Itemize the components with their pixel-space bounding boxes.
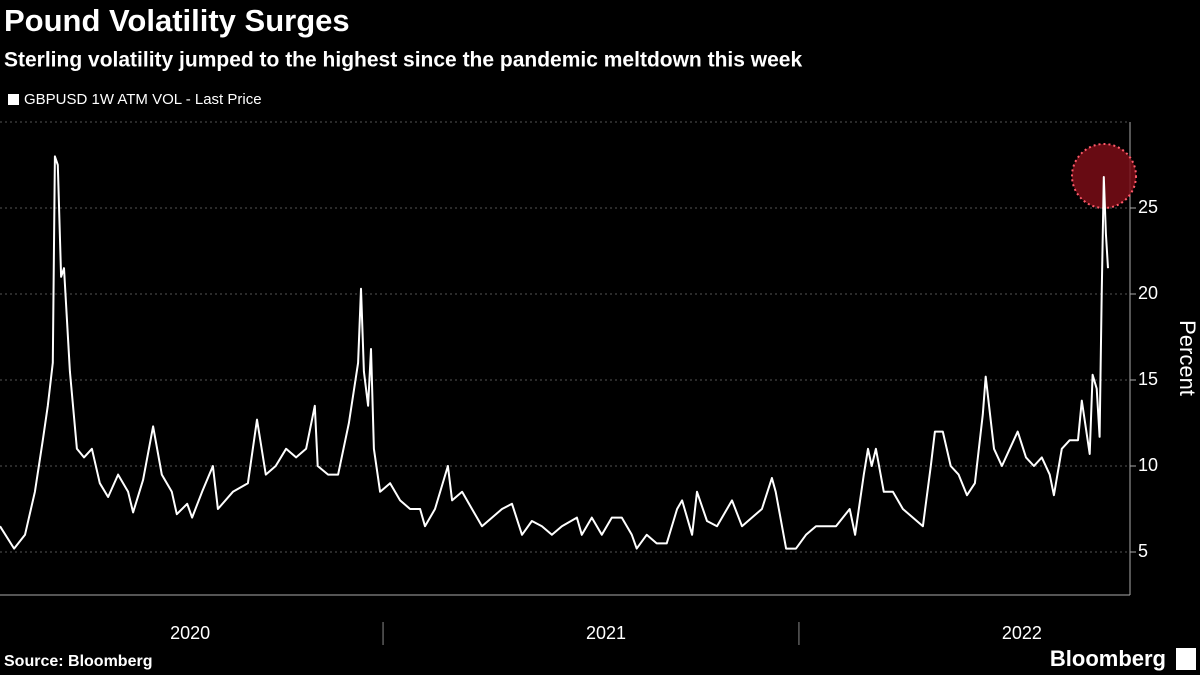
chart-title: Pound Volatility Surges — [4, 3, 350, 38]
chart-subtitle: Sterling volatility jumped to the highes… — [4, 49, 802, 72]
x-tick-label: 2021 — [586, 623, 626, 643]
y-tick-label: 15 — [1138, 369, 1158, 389]
brand: Bloomberg — [1050, 646, 1166, 671]
y-tick-label: 5 — [1138, 541, 1148, 561]
y-tick-label: 10 — [1138, 455, 1158, 475]
y-tick-label: 25 — [1138, 197, 1158, 217]
legend-swatch — [8, 94, 19, 105]
brand-icon — [1176, 648, 1196, 670]
source: Source: Bloomberg — [4, 653, 152, 670]
y-tick-label: 20 — [1138, 283, 1158, 303]
x-tick-label: 2022 — [1002, 623, 1042, 643]
y-axis-label: Percent — [1175, 320, 1200, 396]
x-tick-label: 2020 — [170, 623, 210, 643]
series-line — [0, 155, 1109, 550]
legend-label: GBPUSD 1W ATM VOL - Last Price — [24, 91, 262, 108]
